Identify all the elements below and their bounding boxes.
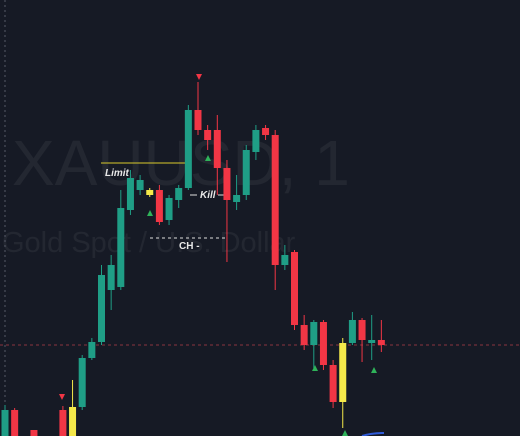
candle-body (242, 150, 250, 195)
candle-body (213, 130, 221, 168)
ch-label: CH - (179, 241, 200, 252)
sell-signal (59, 394, 65, 400)
candle-body (146, 190, 154, 195)
watermark-subtitle: Gold Spot / U.S. Dollar (2, 227, 296, 259)
candle-body (117, 208, 125, 287)
candle-body (88, 342, 96, 358)
candle-body (78, 358, 86, 407)
candle-body (291, 252, 298, 325)
limit-label: Limit (105, 168, 130, 179)
buy-signal (312, 365, 318, 371)
candle-body (126, 178, 134, 210)
candle-body (98, 275, 105, 342)
candle-body (223, 168, 231, 200)
candle-body (59, 410, 67, 436)
candle-body (155, 190, 163, 222)
buy-signal (147, 210, 153, 216)
candle-body (368, 340, 376, 343)
candle-body (175, 188, 183, 200)
candle-body (377, 340, 385, 345)
candle-body (339, 343, 347, 402)
sell-signal (196, 74, 202, 80)
buy-signal (371, 367, 377, 373)
candle-body (11, 410, 19, 436)
candle-body (310, 322, 318, 345)
candle-body (358, 320, 366, 340)
candle-body (107, 265, 115, 290)
candle-body (1, 410, 9, 436)
candle-body (204, 130, 212, 140)
candle-body (69, 407, 77, 436)
candle-body (233, 195, 241, 202)
candle-body (30, 430, 38, 436)
candle-body (319, 322, 327, 365)
candle-body (184, 110, 192, 188)
kill-label: Kill (200, 190, 216, 201)
candle-body (300, 325, 308, 345)
buy-signal (205, 155, 211, 161)
candle-body (165, 198, 173, 220)
candle-body (329, 365, 337, 402)
candle-body (262, 128, 270, 135)
candle-body (271, 135, 279, 265)
candle-body (252, 130, 260, 152)
candle-body (136, 180, 144, 190)
candles (1, 82, 385, 436)
buy-signal (342, 430, 348, 436)
candle-body (281, 255, 289, 265)
candle-body (348, 320, 356, 343)
candle-body (194, 110, 202, 130)
